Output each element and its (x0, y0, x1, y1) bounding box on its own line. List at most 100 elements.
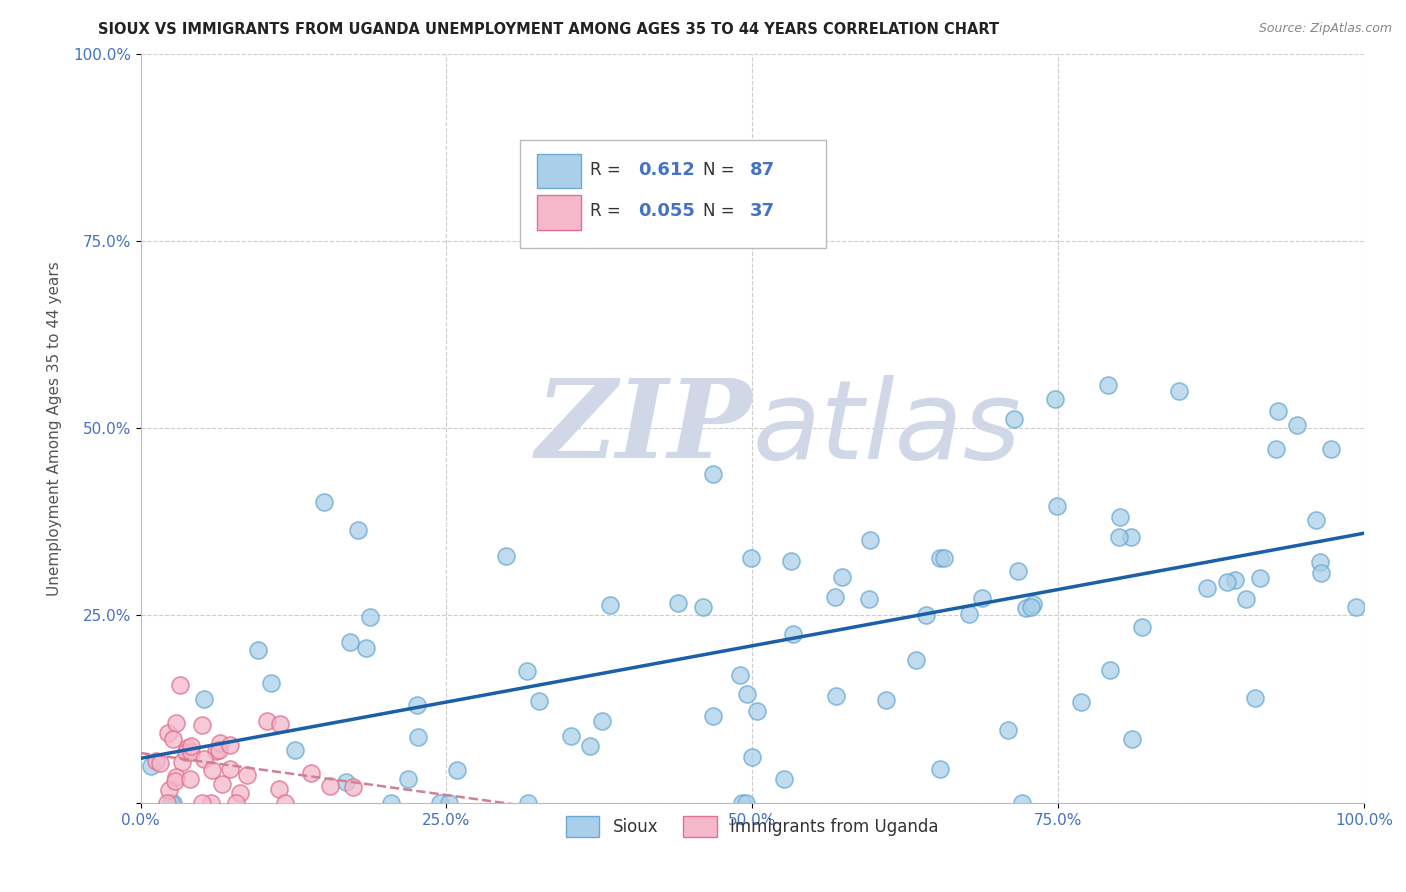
Point (1121, 731, 1143, 746)
Point (1121, 530, 1143, 544)
Point (159, 796, 181, 810)
Point (1265, 442, 1288, 456)
Point (235, 768, 257, 782)
Point (176, 741, 198, 756)
Point (779, 554, 801, 568)
Point (728, 667, 751, 681)
Point (735, 688, 758, 702)
Point (527, 694, 550, 708)
Point (858, 592, 880, 607)
Point (201, 763, 224, 777)
Point (929, 763, 952, 777)
Point (211, 777, 233, 791)
Point (1130, 620, 1153, 634)
Text: ZIP: ZIP (536, 375, 752, 482)
Point (1011, 796, 1033, 810)
Text: 0.612: 0.612 (638, 161, 696, 178)
Point (824, 590, 846, 604)
Point (260, 675, 283, 690)
Point (256, 714, 278, 728)
Point (208, 736, 231, 750)
Point (208, 743, 231, 757)
Point (163, 773, 186, 788)
Point (200, 796, 222, 810)
Point (246, 642, 269, 657)
Point (1309, 555, 1331, 569)
Point (957, 607, 980, 621)
Point (731, 796, 754, 810)
Text: R =: R = (589, 161, 626, 178)
Point (191, 796, 214, 810)
Point (1099, 663, 1122, 677)
Point (1197, 581, 1219, 595)
Point (319, 780, 342, 794)
Point (157, 783, 180, 797)
Point (1216, 575, 1239, 590)
Point (174, 745, 197, 759)
Point (495, 549, 517, 563)
Point (274, 796, 297, 810)
Point (1234, 591, 1257, 606)
FancyBboxPatch shape (520, 140, 825, 248)
Y-axis label: Unemployment Among Ages 35 to 44 years: Unemployment Among Ages 35 to 44 years (46, 260, 62, 596)
Point (172, 755, 194, 769)
Point (1007, 564, 1029, 578)
Point (439, 796, 461, 810)
Point (149, 756, 172, 771)
Point (970, 591, 993, 605)
Point (283, 743, 305, 757)
FancyBboxPatch shape (537, 195, 581, 229)
Point (380, 796, 402, 810)
Text: 37: 37 (749, 202, 775, 219)
Point (229, 786, 252, 800)
Point (446, 763, 468, 777)
Point (193, 692, 215, 706)
Point (218, 762, 240, 776)
Point (354, 640, 377, 655)
Point (516, 796, 538, 810)
Point (1249, 571, 1271, 585)
Point (1021, 599, 1043, 614)
Point (1346, 599, 1368, 614)
Point (1285, 417, 1308, 432)
Point (997, 723, 1019, 738)
Point (515, 664, 537, 678)
Text: N =: N = (703, 161, 740, 178)
Point (915, 607, 938, 622)
Point (1022, 597, 1045, 611)
Point (342, 780, 364, 795)
Point (560, 729, 582, 743)
Point (1244, 690, 1267, 705)
Point (928, 550, 950, 565)
Point (782, 627, 804, 641)
Point (666, 596, 689, 610)
Point (347, 523, 370, 537)
Text: N =: N = (703, 202, 740, 219)
Point (1097, 377, 1119, 392)
Point (205, 744, 228, 758)
Point (1167, 384, 1189, 398)
Point (339, 635, 361, 649)
Point (180, 745, 202, 759)
FancyBboxPatch shape (537, 154, 581, 188)
Point (1225, 573, 1247, 587)
Point (406, 730, 429, 744)
Point (745, 704, 768, 718)
Point (165, 770, 187, 784)
Text: SIOUX VS IMMIGRANTS FROM UGANDA UNEMPLOYMENT AMONG AGES 35 TO 44 YEARS CORRELATI: SIOUX VS IMMIGRANTS FROM UGANDA UNEMPLOY… (98, 22, 1000, 37)
Point (692, 599, 714, 614)
Point (396, 772, 419, 786)
Point (932, 550, 955, 565)
Point (825, 689, 848, 703)
Point (429, 796, 451, 810)
Point (702, 467, 724, 481)
Point (169, 677, 191, 691)
Point (831, 569, 853, 583)
Legend: Sioux, Immigrants from Uganda: Sioux, Immigrants from Uganda (560, 810, 945, 843)
Point (1046, 499, 1069, 513)
Point (267, 781, 290, 796)
Point (156, 725, 179, 739)
Point (314, 495, 336, 509)
Point (225, 796, 247, 810)
Point (165, 716, 187, 731)
